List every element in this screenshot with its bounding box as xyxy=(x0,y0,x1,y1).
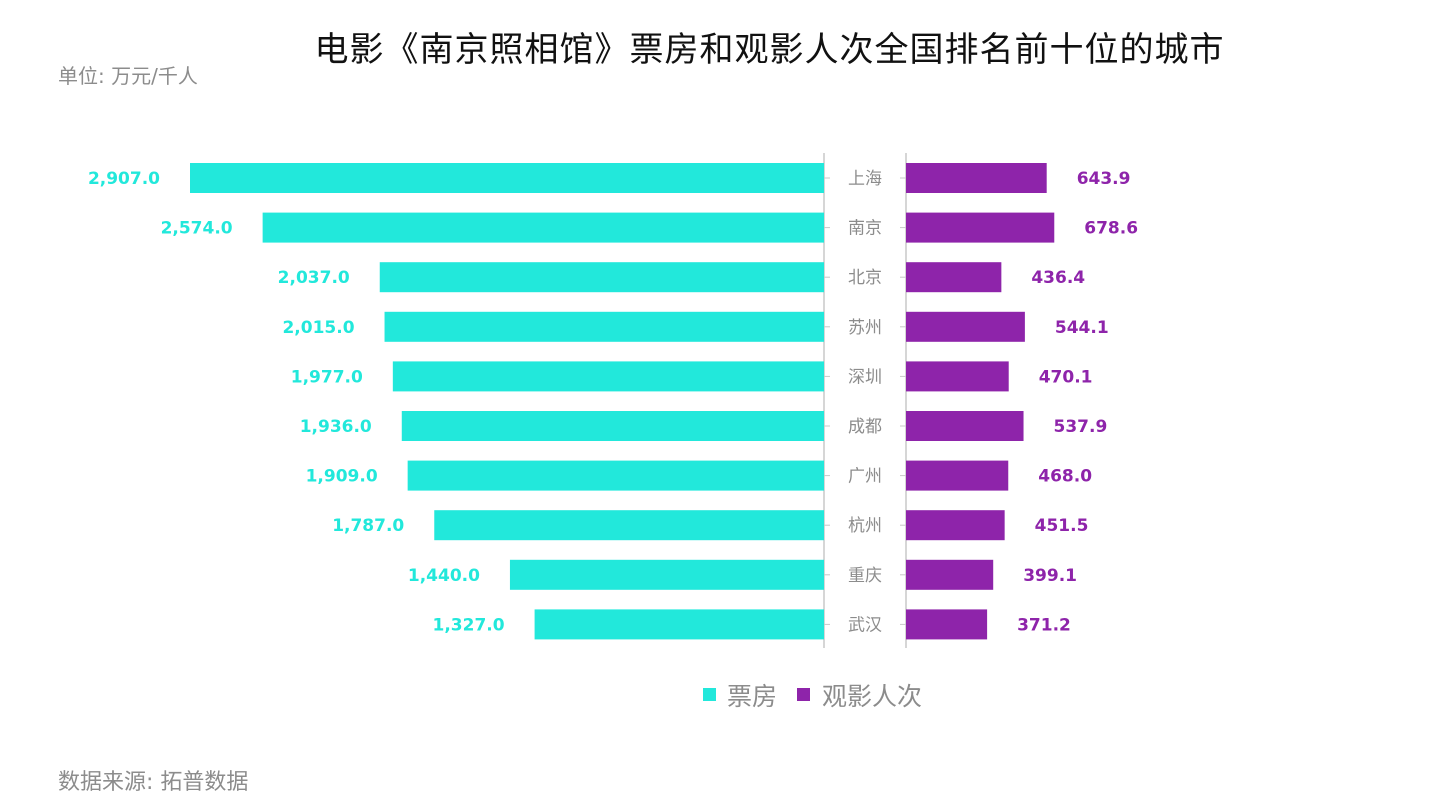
audience-value-label: 468.0 xyxy=(1038,467,1092,487)
city-label: 重庆 xyxy=(848,566,882,586)
audience-bar xyxy=(906,311,1025,342)
audience-value-label: 544.1 xyxy=(1055,318,1109,338)
audience-bar xyxy=(906,510,1005,541)
audience-value-label: 470.1 xyxy=(1039,367,1093,387)
box-office-bar xyxy=(434,510,824,541)
city-label: 苏州 xyxy=(848,318,882,338)
box-office-value-label: 1,909.0 xyxy=(306,467,378,487)
city-label: 深圳 xyxy=(848,367,882,387)
audience-value-label: 436.4 xyxy=(1031,268,1085,288)
audience-value-label: 537.9 xyxy=(1054,417,1108,437)
city-label: 成都 xyxy=(848,417,882,437)
box-office-value-label: 2,574.0 xyxy=(161,219,233,239)
audience-bar xyxy=(906,262,1002,293)
box-office-bar xyxy=(384,311,824,342)
city-label: 广州 xyxy=(848,467,882,487)
unit-label: 单位: 万元/千人 xyxy=(58,64,198,88)
audience-bar xyxy=(906,609,988,640)
legend-box-office-label: 票房 xyxy=(727,682,777,711)
audience-bar xyxy=(906,460,1009,491)
legend-audience-label: 观影人次 xyxy=(822,682,922,711)
box-office-value-label: 1,327.0 xyxy=(433,615,505,635)
box-office-value-label: 2,015.0 xyxy=(282,318,354,338)
box-office-value-label: 1,977.0 xyxy=(291,367,363,387)
box-office-bar xyxy=(379,262,824,293)
audience-value-label: 678.6 xyxy=(1084,219,1138,239)
box-office-value-label: 1,936.0 xyxy=(300,417,372,437)
box-office-bar xyxy=(401,411,824,441)
city-label: 上海 xyxy=(848,169,882,189)
city-label: 武汉 xyxy=(848,615,882,635)
audience-value-label: 451.5 xyxy=(1035,516,1089,536)
chart-title: 电影《南京照相馆》票房和观影人次全国排名前十位的城市 xyxy=(314,30,1225,70)
box-office-bar xyxy=(190,163,824,193)
audience-bar xyxy=(906,212,1055,243)
audience-bar xyxy=(906,559,994,590)
legend-audience-swatch xyxy=(797,688,810,701)
audience-bar xyxy=(906,411,1024,441)
box-office-bar xyxy=(392,361,824,392)
box-office-bar xyxy=(407,460,824,491)
legend-box-office-swatch xyxy=(703,688,716,701)
city-label: 南京 xyxy=(848,219,882,239)
city-label: 北京 xyxy=(848,268,882,288)
box-office-bar xyxy=(534,609,824,640)
audience-value-label: 399.1 xyxy=(1023,566,1077,586)
audience-bar xyxy=(906,361,1009,392)
city-label: 杭州 xyxy=(848,516,882,536)
box-office-bar xyxy=(509,559,824,590)
box-office-bar xyxy=(262,212,825,243)
audience-value-label: 371.2 xyxy=(1017,615,1071,635)
audience-value-label: 643.9 xyxy=(1077,169,1131,189)
box-office-value-label: 1,440.0 xyxy=(408,566,480,586)
source-label: 数据来源: 拓普数据 xyxy=(58,770,249,795)
audience-bar xyxy=(906,163,1047,193)
box-office-value-label: 1,787.0 xyxy=(332,516,404,536)
box-office-value-label: 2,907.0 xyxy=(88,169,160,189)
box-office-value-label: 2,037.0 xyxy=(278,268,350,288)
